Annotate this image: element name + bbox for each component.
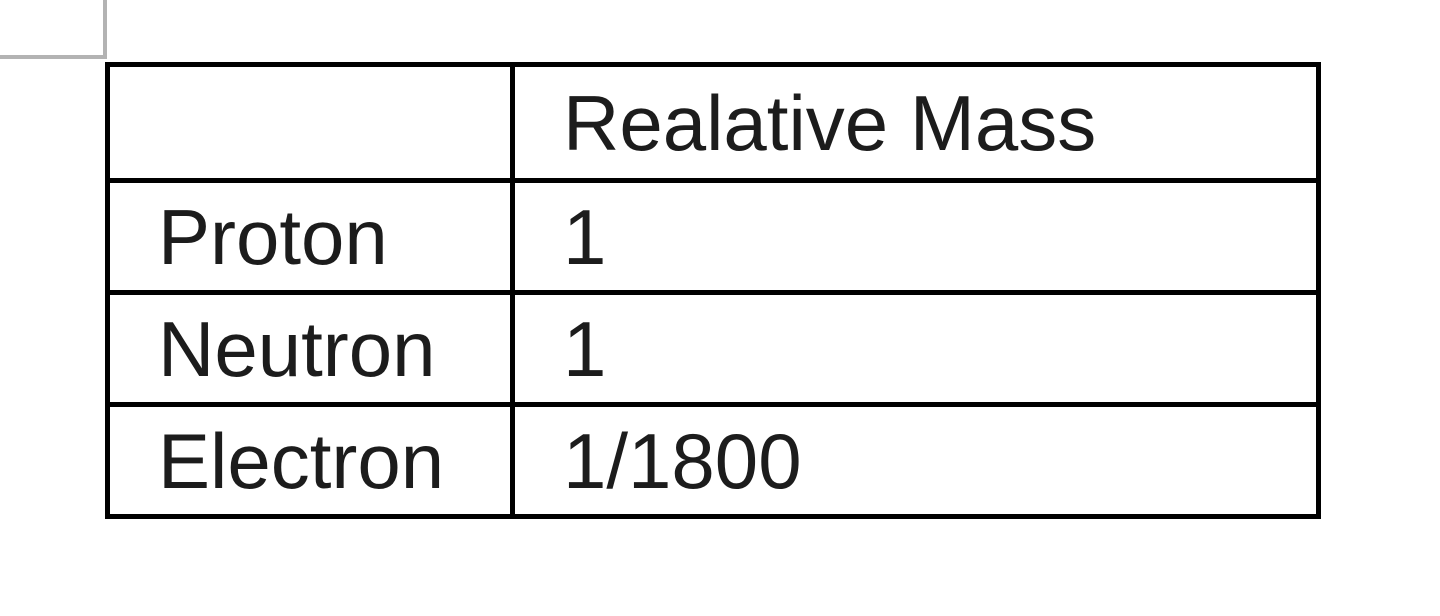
relative-mass-table: Realative Mass Proton 1 Neutron 1 Electr… bbox=[105, 62, 1321, 519]
header-cell-relative-mass: Realative Mass bbox=[510, 62, 1321, 183]
cell-neutron-value: 1 bbox=[510, 290, 1321, 407]
header-cell-empty bbox=[105, 62, 515, 183]
gridline-horizontal bbox=[0, 55, 107, 59]
table-row-neutron: Neutron 1 bbox=[105, 290, 1321, 407]
cell-proton-label: Proton bbox=[105, 178, 515, 295]
cell-electron-value: 1/1800 bbox=[510, 402, 1321, 519]
table-row-proton: Proton 1 bbox=[105, 178, 1321, 295]
table-row-electron: Electron 1/1800 bbox=[105, 402, 1321, 519]
cell-electron-label: Electron bbox=[105, 402, 515, 519]
table-header-row: Realative Mass bbox=[105, 62, 1321, 183]
cell-neutron-label: Neutron bbox=[105, 290, 515, 407]
gridline-vertical bbox=[103, 0, 107, 58]
cell-proton-value: 1 bbox=[510, 178, 1321, 295]
